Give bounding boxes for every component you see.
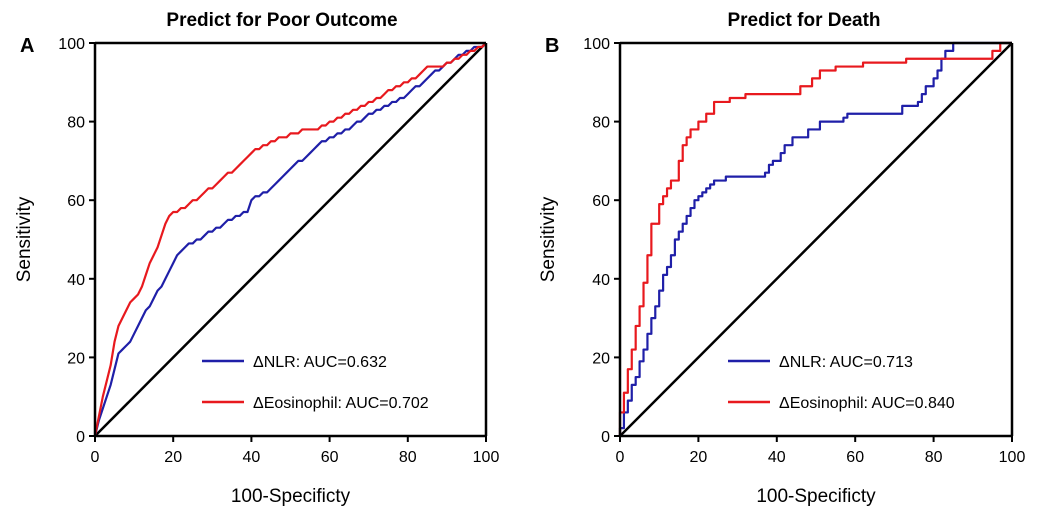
legend-label-eosinophil: ΔEosinophil: AUC=0.840 bbox=[779, 395, 955, 412]
roc-series-line-eosinophil bbox=[93, 42, 487, 437]
x-tick-label: 60 bbox=[321, 449, 339, 466]
x-tick-label: 40 bbox=[243, 449, 261, 466]
roc-series-line-eosinophil bbox=[618, 41, 1012, 436]
x-tick-label: 20 bbox=[164, 449, 182, 466]
x-axis-label: 100-Specificty bbox=[231, 486, 351, 507]
x-tick-label: 40 bbox=[768, 449, 786, 466]
x-tick-label: 0 bbox=[91, 449, 100, 466]
panel-label: B bbox=[545, 35, 559, 57]
x-tick-label: 60 bbox=[846, 449, 864, 466]
y-tick-label: 100 bbox=[583, 36, 610, 53]
reference-diagonal-line bbox=[619, 42, 1013, 437]
y-tick-label: 0 bbox=[76, 429, 85, 446]
y-tick-label: 80 bbox=[67, 115, 85, 132]
x-tick-label: 100 bbox=[473, 449, 500, 466]
chart-title: Predict for Poor Outcome bbox=[166, 10, 397, 31]
y-tick-label: 20 bbox=[592, 350, 610, 367]
y-axis-label: Sensitivity bbox=[538, 196, 559, 282]
x-tick-label: 80 bbox=[925, 449, 943, 466]
x-tick-label: 80 bbox=[399, 449, 417, 466]
y-axis-label: Sensitivity bbox=[14, 196, 35, 282]
y-tick-label: 60 bbox=[592, 193, 610, 210]
y-tick-label: 0 bbox=[601, 429, 610, 446]
panel-label: A bbox=[20, 35, 34, 57]
y-tick-label: 20 bbox=[67, 350, 85, 367]
y-tick-label: 40 bbox=[67, 272, 85, 289]
roc-series-line-nlr bbox=[93, 42, 487, 437]
legend-label-eosinophil: ΔEosinophil: AUC=0.702 bbox=[253, 395, 429, 412]
x-tick-label: 20 bbox=[690, 449, 708, 466]
legend-label-nlr: ΔNLR: AUC=0.713 bbox=[779, 354, 913, 371]
chart-title: Predict for Death bbox=[727, 10, 880, 31]
reference-diagonal-line bbox=[94, 42, 487, 437]
y-tick-label: 40 bbox=[592, 272, 610, 289]
x-axis-label: 100-Specificty bbox=[756, 486, 876, 507]
x-tick-label: 0 bbox=[616, 449, 625, 466]
y-tick-label: 80 bbox=[592, 115, 610, 132]
y-tick-label: 60 bbox=[67, 193, 85, 210]
legend-label-nlr: ΔNLR: AUC=0.632 bbox=[253, 354, 387, 371]
y-tick-label: 100 bbox=[58, 36, 85, 53]
roc-series-line-nlr bbox=[618, 41, 1012, 436]
x-tick-label: 100 bbox=[999, 449, 1026, 466]
